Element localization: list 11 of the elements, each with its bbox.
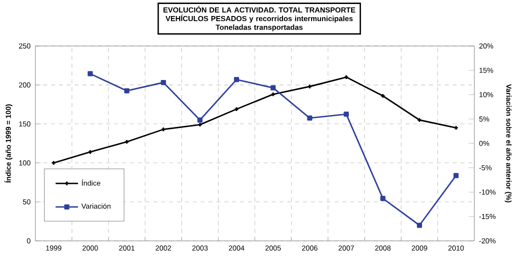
point	[197, 118, 203, 123]
point	[344, 112, 349, 117]
point	[270, 85, 276, 91]
point	[380, 196, 386, 202]
point	[416, 222, 422, 228]
point	[234, 77, 240, 82]
point	[307, 116, 312, 121]
point	[88, 71, 93, 76]
point	[453, 173, 459, 178]
point	[160, 80, 166, 86]
point	[124, 88, 130, 94]
